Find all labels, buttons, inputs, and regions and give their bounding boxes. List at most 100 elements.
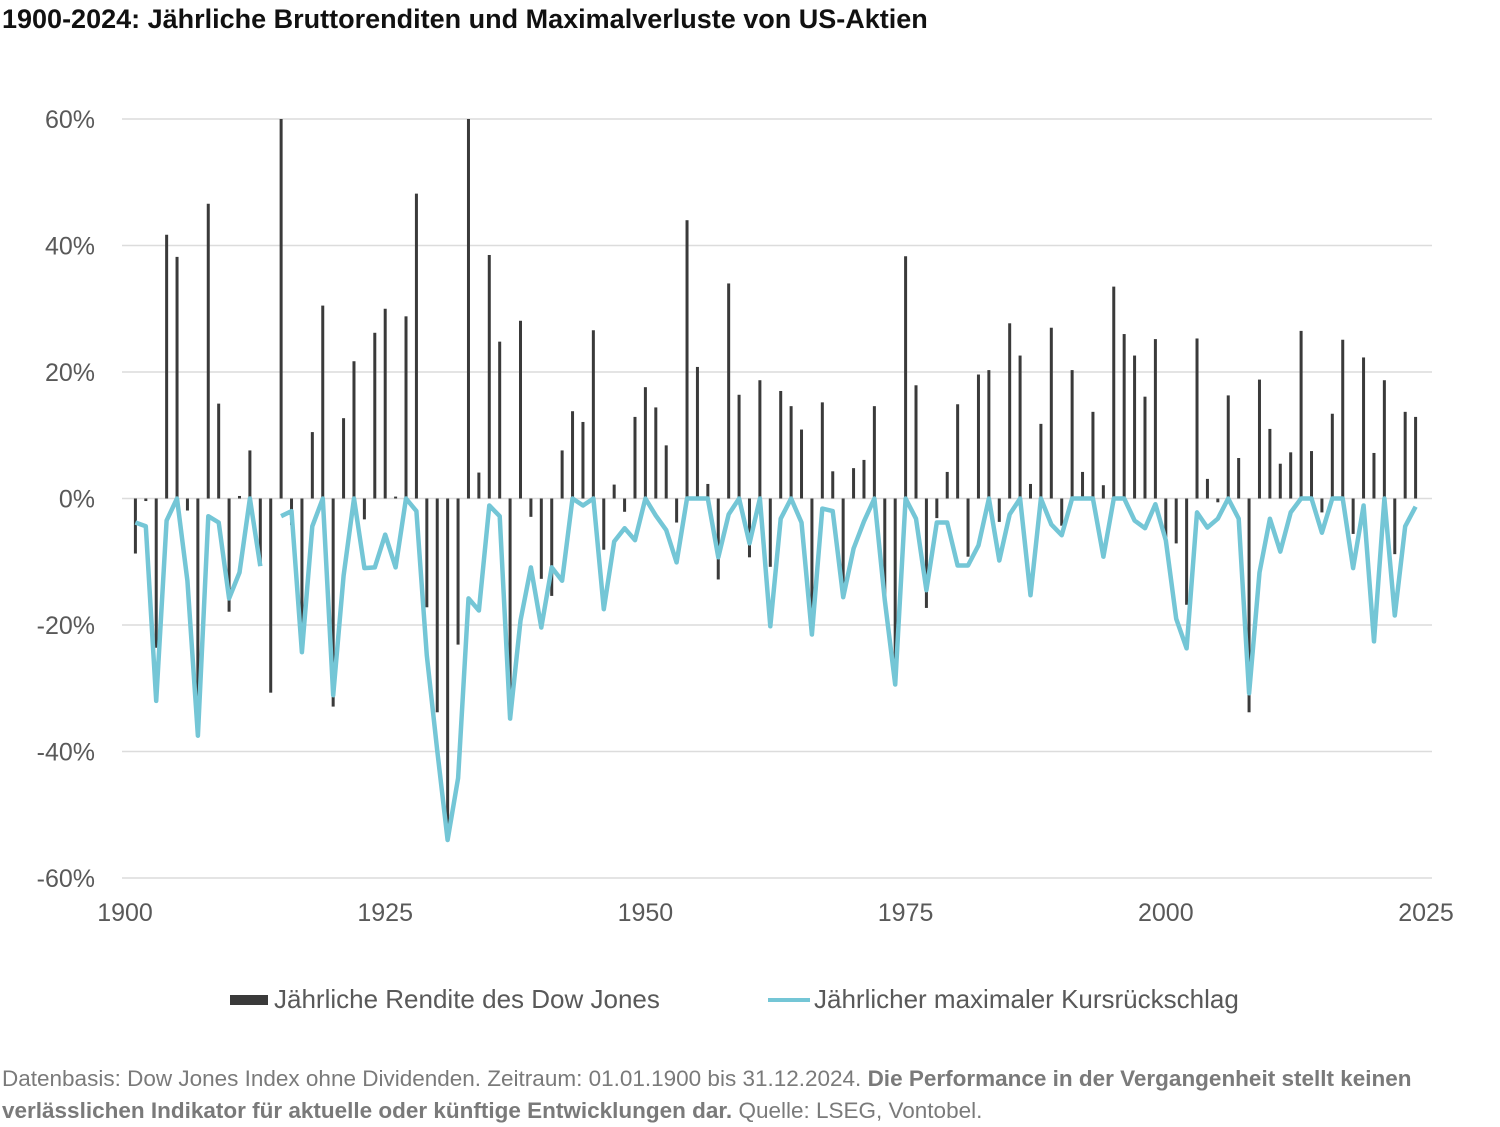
bar-1917	[300, 498, 304, 636]
bar-1927	[404, 316, 408, 499]
bar-1966	[810, 498, 814, 619]
bar-2001	[1174, 498, 1178, 544]
bar-1997	[1133, 355, 1137, 499]
x-tick-label: 1925	[357, 899, 413, 927]
bar-1945	[591, 330, 595, 499]
bar-1994	[1101, 485, 1105, 499]
bar-1940	[539, 498, 543, 579]
bar-1964	[789, 406, 793, 499]
bar-1958	[727, 283, 731, 499]
bar-1953	[675, 498, 679, 523]
bar-1968	[831, 471, 835, 499]
bar-1973	[883, 498, 887, 604]
bar-1908	[206, 203, 210, 499]
bar-1975	[904, 256, 908, 499]
bar-1955	[695, 366, 699, 499]
bar-1978	[935, 498, 939, 519]
bar-2021	[1382, 380, 1386, 499]
drawdown-line	[134, 496, 263, 738]
bar-1970	[852, 468, 856, 499]
chart-title: 1900-2024: Jährliche Bruttorenditen und …	[2, 4, 928, 34]
bar-1979	[945, 471, 949, 499]
bar-2018	[1351, 498, 1355, 534]
bar-1988	[1039, 423, 1043, 499]
x-tick-label: 2025	[1398, 899, 1454, 927]
bar-1943	[571, 411, 575, 499]
bar-1963	[779, 390, 783, 499]
bar-2019	[1362, 357, 1366, 499]
bar-1928	[414, 193, 418, 499]
bar-1911	[237, 495, 241, 499]
line-series	[134, 496, 1418, 843]
bar-1904	[165, 234, 169, 499]
bar-2020	[1372, 452, 1376, 499]
bar-1944	[581, 421, 585, 499]
bar-1939	[529, 498, 533, 517]
bar-1905	[175, 256, 179, 499]
bar-1923	[362, 498, 366, 520]
x-axis-ticks: 1900 1925 1950 1975 2000 2025	[97, 899, 1454, 927]
legend-line-swatch	[768, 997, 810, 1002]
y-tick-label: 60%	[45, 106, 95, 134]
legend-item-returns: Jährliche Rendite des Dow Jones	[230, 984, 660, 1015]
bar-1942	[560, 450, 564, 499]
bar-1931	[446, 498, 450, 832]
bar-1948	[623, 498, 627, 512]
bar-1901	[133, 498, 137, 554]
bar-1999	[1153, 339, 1157, 499]
bar-1910	[227, 498, 231, 612]
bar-2007	[1237, 458, 1241, 499]
bar-1906	[185, 498, 189, 511]
bar-1938	[519, 320, 523, 499]
y-tick-label: 20%	[45, 359, 95, 387]
bar-1969	[841, 498, 845, 595]
y-tick-label: -40%	[37, 739, 95, 767]
bar-series	[133, 119, 1418, 832]
gridlines	[122, 118, 1432, 879]
bar-1995	[1112, 286, 1116, 499]
bar-1977	[924, 498, 928, 608]
bar-1957	[716, 498, 720, 580]
footnote-credit: Quelle: LSEG, Vontobel.	[732, 1098, 983, 1123]
bar-2024	[1414, 416, 1418, 499]
bar-2004	[1205, 478, 1209, 499]
y-tick-label: -60%	[37, 865, 95, 893]
bar-1954	[685, 220, 689, 499]
x-tick-label: 1950	[618, 899, 674, 927]
bar-1924	[373, 332, 377, 499]
bar-2015	[1320, 498, 1324, 513]
bar-2009	[1257, 379, 1261, 499]
legend-label-returns: Jährliche Rendite des Dow Jones	[274, 984, 660, 1014]
footnote-disclaimer: Die Performance in der Vergangenheit ste…	[2, 1066, 1412, 1123]
bar-2010	[1268, 428, 1272, 499]
bar-1903	[154, 498, 158, 648]
x-tick-label: 2000	[1138, 899, 1194, 927]
y-axis-ticks: 60% 40% 20% 0% -20% -40% -60%	[37, 106, 95, 893]
bar-1949	[633, 416, 637, 499]
bar-1986	[1018, 355, 1022, 499]
bar-2022	[1393, 498, 1397, 555]
bar-1974	[893, 498, 897, 674]
bar-1967	[820, 402, 824, 499]
bar-1998	[1143, 396, 1147, 499]
bar-1913	[258, 498, 262, 564]
bar-2002	[1185, 498, 1189, 605]
bar-1930	[435, 498, 439, 713]
drawdown-line	[280, 496, 1418, 843]
bar-1937	[508, 498, 512, 706]
bar-1919	[321, 305, 325, 499]
bar-2017	[1341, 339, 1345, 499]
bar-2012	[1289, 452, 1293, 499]
bar-1936	[498, 341, 502, 499]
bar-1920	[331, 498, 335, 707]
bar-1960	[747, 498, 751, 558]
bar-1982	[976, 374, 980, 499]
bar-1990	[1060, 498, 1064, 526]
bar-1933	[466, 119, 470, 499]
bar-1984	[997, 498, 1001, 522]
bar-1932	[456, 498, 460, 645]
bar-1959	[737, 394, 741, 499]
legend-label-drawdown: Jährlicher maximaler Kursrückschlag	[814, 984, 1239, 1014]
bar-1965	[800, 429, 804, 499]
